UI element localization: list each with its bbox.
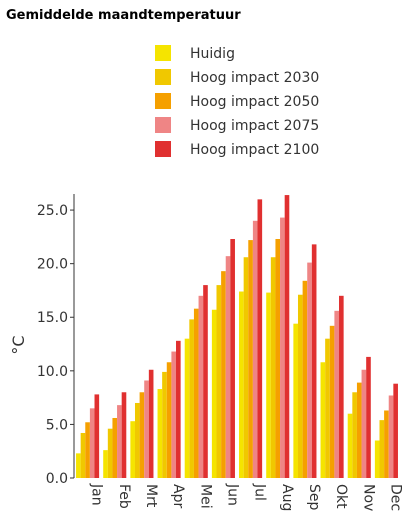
bar [171,351,177,478]
y-tick-label: 25.0 [37,203,68,219]
bar [230,239,235,478]
bar [266,292,271,478]
x-tick-label: Sep [306,484,322,511]
y-tick-label: 20.0 [37,257,68,273]
y-tick-label: 0.0 [46,471,68,487]
bar [307,262,312,478]
bar [339,295,344,478]
bar [388,395,394,478]
bar [80,432,86,478]
bar [239,291,244,478]
legend-label: Hoog impact 2050 [190,94,319,110]
x-tick-label: Okt [333,484,349,509]
bar [302,280,308,478]
bar [320,362,326,478]
x-tick-label: Jun [224,483,240,506]
bar [366,356,371,478]
legend-label: Hoog impact 2030 [190,70,319,86]
bar [112,417,118,478]
bar [329,325,335,478]
bar [193,308,199,478]
bar [184,338,190,478]
bar [89,408,95,478]
legend-swatch [155,69,171,85]
bar [384,410,389,478]
bar [203,285,208,478]
legend-swatch [155,93,171,109]
bar [257,199,263,478]
bar [352,392,357,478]
bar [248,240,253,478]
x-tick-label: Dec [387,484,403,511]
bar [356,382,362,478]
legend-swatch [155,117,171,133]
y-axis-label: °C [9,335,28,354]
bar [121,392,127,478]
bar [148,369,154,478]
bar [393,383,398,478]
y-tick-label: 10.0 [37,364,68,380]
bar [374,440,380,478]
bar [144,380,149,478]
x-tick-label: Mrt [143,484,159,508]
x-tick-label: Jul [252,483,268,501]
bar [284,195,290,478]
bar [334,310,340,478]
x-tick-label: Apr [170,484,186,508]
legend-label: Hoog impact 2100 [190,142,319,158]
bar [134,402,140,478]
x-tick-label: Aug [279,484,295,511]
bar [139,392,145,478]
bar [221,271,226,478]
bar [76,453,81,478]
bar [252,220,258,478]
bar [198,295,204,478]
bar [166,362,172,478]
legend-swatch [155,45,171,61]
y-tick-label: 15.0 [37,310,68,326]
x-tick-label: Nov [360,484,376,511]
chart-title: Gemiddelde maandtemperatuur [6,8,241,23]
bar [107,428,113,478]
bar [176,340,181,478]
bar [157,389,163,478]
legend-label: Hoog impact 2075 [190,118,319,134]
bar [297,294,303,478]
bar [117,405,122,478]
x-tick-label: Feb [116,484,132,509]
bar [216,285,222,478]
bar [211,309,217,478]
bar [325,338,330,478]
bar [270,257,276,478]
x-tick-label: Mei [197,484,213,509]
bar [103,450,108,478]
bar [94,394,100,478]
y-tick-label: 5.0 [46,417,68,433]
bar [225,256,231,478]
legend-label: Huidig [190,46,235,62]
bar [379,420,385,478]
legend-swatch [155,141,171,157]
bar [275,239,281,478]
bar [243,257,249,478]
bar [189,319,194,478]
bar [130,421,135,478]
bar [162,371,167,478]
x-tick-label: Jan [89,483,105,506]
bar [311,244,317,478]
bar [85,422,90,478]
bar [293,323,298,478]
bar [347,413,353,478]
bar [361,369,367,478]
bar [280,217,285,478]
